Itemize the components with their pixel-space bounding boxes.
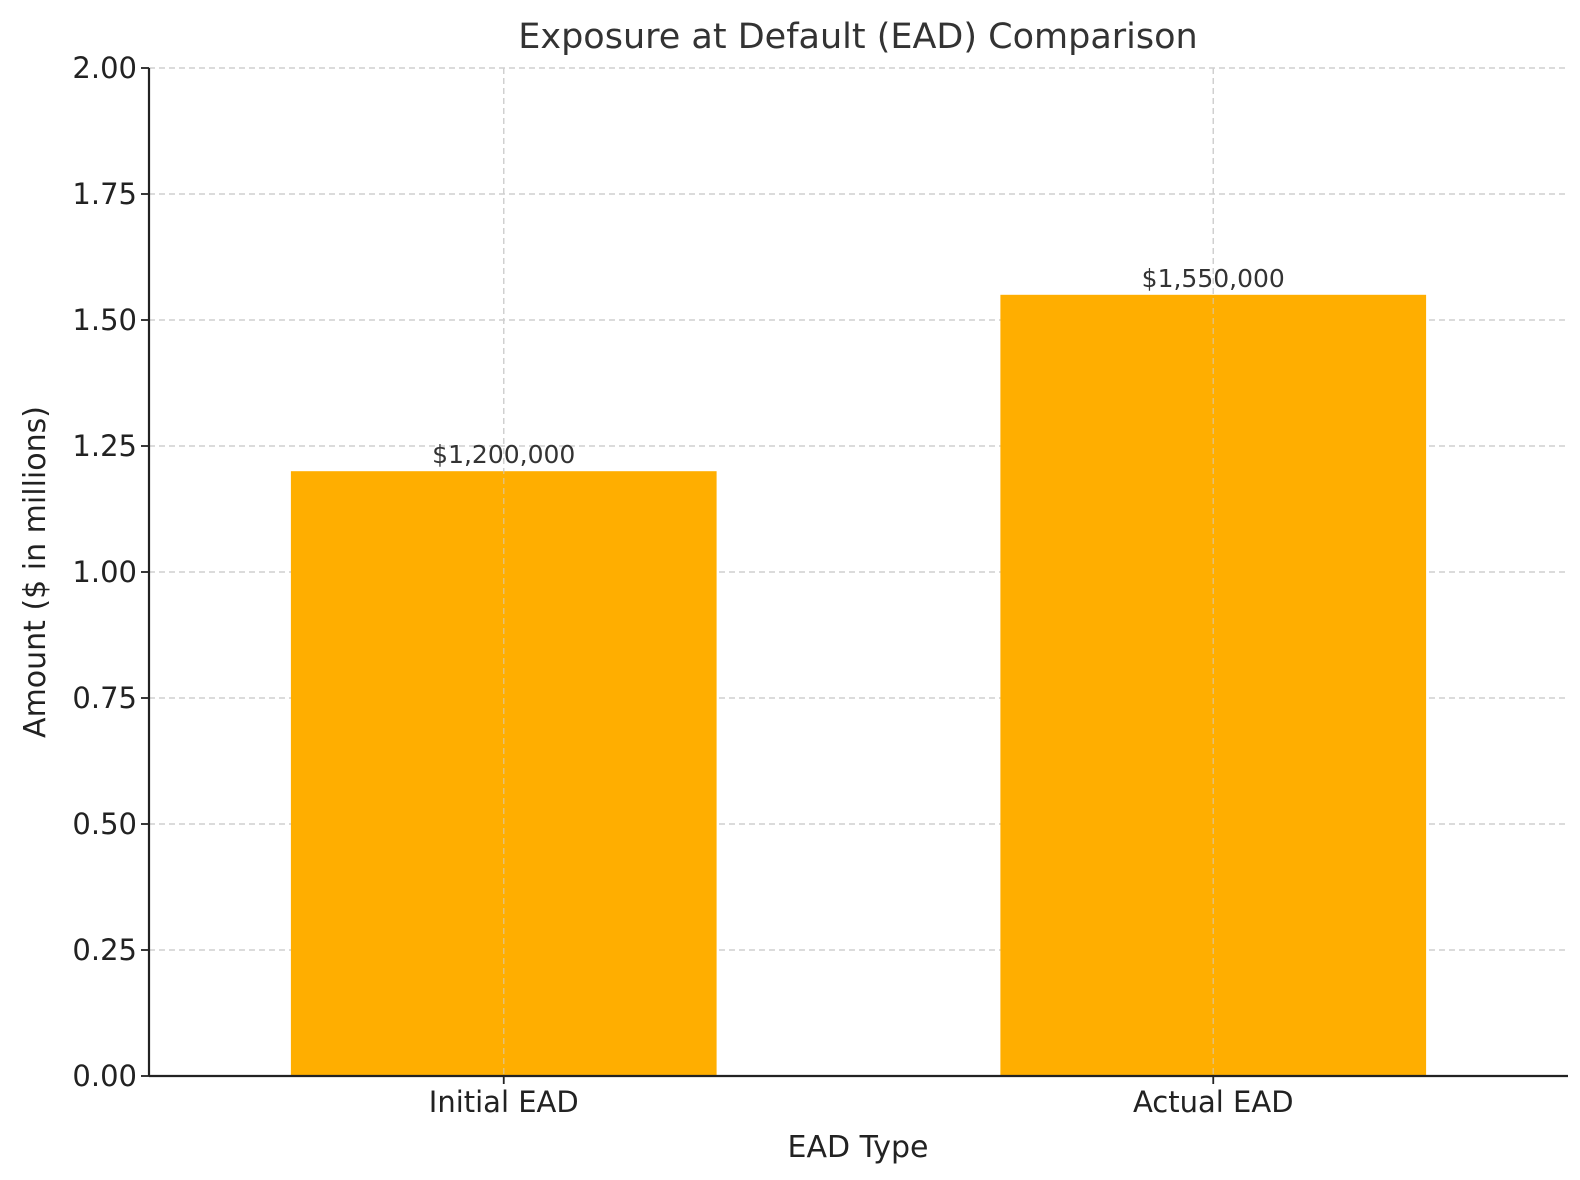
y-tick-label: 0.75	[72, 681, 137, 715]
x-tick-label: Actual EAD	[1133, 1085, 1294, 1119]
axes	[141, 67, 1568, 1084]
y-axis-label: Amount ($ in millions)	[18, 406, 53, 738]
x-tick-label: Initial EAD	[429, 1085, 579, 1119]
y-tick-label: 0.00	[72, 1059, 137, 1093]
labels: 0.00 0.25 0.50 0.75 1.00 1.25 1.50 1.75 2.00 $1,2…	[72, 51, 1293, 1119]
y-tick-label: 0.50	[72, 807, 137, 841]
y-tick-label: 2.00	[72, 51, 137, 85]
bar-data-label: $1,550,000	[1142, 264, 1285, 293]
y-tick-label: 1.75	[72, 177, 137, 211]
chart-title: Exposure at Default (EAD) Comparison	[518, 17, 1197, 57]
y-tick-label: 0.25	[72, 933, 137, 967]
y-tick-label: 1.25	[72, 429, 137, 463]
bar	[1000, 294, 1427, 1076]
bar-data-label: $1,200,000	[432, 440, 575, 469]
y-tick-label: 1.00	[72, 555, 137, 589]
y-tick-label: 1.50	[72, 303, 137, 337]
x-axis-label: EAD Type	[787, 1130, 928, 1165]
bars	[290, 68, 1427, 1076]
